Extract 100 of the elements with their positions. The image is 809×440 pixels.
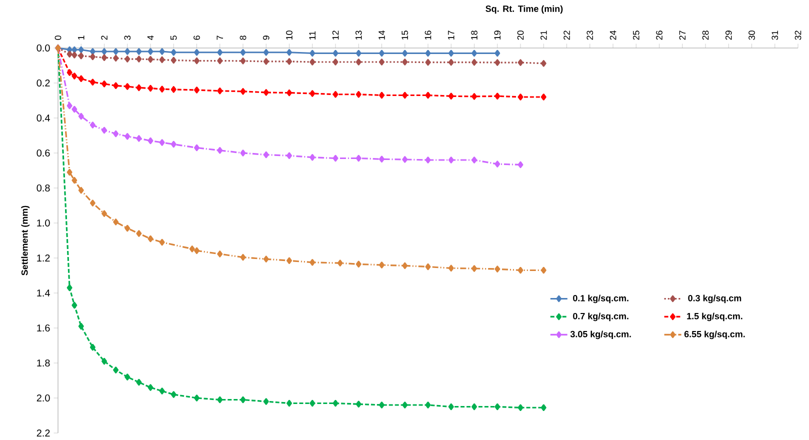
point — [78, 75, 84, 82]
y-tick-label: 2.2 — [36, 430, 50, 437]
point — [66, 50, 72, 58]
point — [90, 48, 96, 55]
x-tick-label: 24 — [610, 30, 616, 40]
point — [113, 218, 119, 226]
point — [113, 48, 119, 55]
point — [72, 106, 78, 113]
point — [124, 224, 130, 232]
point — [113, 54, 119, 62]
point — [379, 92, 384, 99]
point — [356, 154, 362, 162]
x-tick-label: 0 — [54, 36, 62, 40]
point — [494, 59, 500, 66]
point — [217, 88, 223, 94]
legend-label: 3.05 kg/sq.cm. — [570, 330, 631, 340]
point — [66, 102, 72, 110]
point — [425, 263, 431, 270]
point — [263, 256, 269, 263]
point — [379, 58, 384, 66]
point — [263, 89, 269, 96]
point — [124, 56, 130, 63]
point — [66, 284, 72, 292]
point — [332, 400, 338, 407]
point — [148, 384, 154, 391]
point — [217, 57, 223, 64]
x-tick-label: 22 — [564, 30, 570, 40]
point — [286, 257, 292, 264]
x-tick-label: 29 — [725, 30, 732, 40]
x-tick-label: 1 — [78, 36, 84, 40]
point — [194, 394, 200, 402]
point — [194, 247, 200, 254]
point — [379, 156, 384, 163]
point — [90, 122, 96, 128]
legend-label: 0.7 kg/sq.cm. — [573, 312, 628, 322]
y-tick-label: 0.4 — [36, 114, 50, 122]
point — [518, 404, 524, 412]
point — [124, 133, 130, 140]
x-tick-label: 14 — [378, 30, 385, 40]
point — [113, 130, 119, 138]
x-tick-label: 11 — [309, 31, 316, 40]
point — [286, 58, 292, 65]
point — [379, 402, 384, 408]
point — [170, 391, 176, 398]
point — [124, 83, 130, 90]
point — [518, 59, 524, 66]
point — [72, 302, 78, 309]
point — [170, 86, 176, 93]
point — [240, 150, 246, 156]
point — [494, 266, 500, 273]
point — [72, 46, 78, 54]
point — [472, 403, 477, 410]
point — [448, 403, 454, 410]
y-tick-label: 0.6 — [36, 150, 50, 157]
point — [263, 58, 269, 65]
x-tick-label: 5 — [170, 36, 177, 40]
x-tick-label: 25 — [632, 30, 640, 40]
point — [240, 254, 246, 261]
x-tick-label: 26 — [656, 30, 662, 40]
x-tick-label: 17 — [448, 30, 454, 40]
point — [148, 137, 154, 144]
point — [263, 49, 269, 56]
point — [159, 139, 165, 146]
point — [136, 48, 142, 55]
point — [217, 49, 223, 56]
point — [159, 56, 165, 64]
y-tick-label: 2.0 — [36, 394, 50, 402]
point — [402, 50, 408, 57]
point — [472, 50, 477, 57]
point — [159, 86, 165, 93]
point — [72, 72, 78, 80]
point — [518, 94, 524, 100]
y-tick-label: 1.6 — [37, 324, 50, 332]
legend-label: 0.1 kg/sq.cm. — [573, 294, 628, 304]
point — [356, 400, 362, 408]
x-axis-title: Sq. Rt. Time (min) — [486, 5, 563, 14]
point — [286, 400, 292, 407]
point — [448, 50, 454, 57]
x-tick-label: 32 — [794, 30, 802, 40]
x-tick-label: 8 — [240, 36, 246, 40]
x-tick-label: 16 — [424, 30, 432, 40]
y-tick-label: 0.8 — [36, 184, 50, 192]
point — [217, 147, 223, 154]
point — [332, 58, 338, 66]
point — [148, 48, 154, 55]
y-tick-label: 1.8 — [37, 360, 50, 367]
x-tick-label: 15 — [402, 30, 408, 40]
point — [102, 126, 107, 134]
x-tick-label: 21 — [540, 30, 547, 40]
point — [240, 88, 246, 95]
point — [66, 168, 72, 176]
point — [402, 402, 408, 408]
point — [402, 58, 408, 66]
point — [448, 156, 454, 164]
x-tick-label: 31 — [772, 30, 778, 40]
x-tick-label: 2 — [101, 36, 108, 40]
point — [356, 50, 362, 57]
y-tick-label: 1.2 — [37, 254, 50, 262]
point — [402, 262, 408, 270]
x-tick-label: 27 — [679, 30, 686, 40]
